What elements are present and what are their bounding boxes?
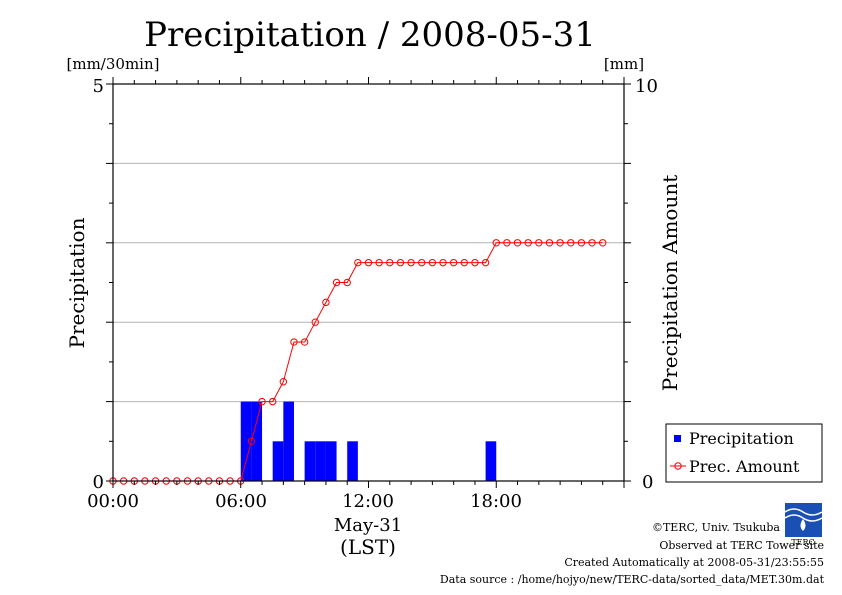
amount-point [492,239,500,247]
legend-box [665,423,823,483]
precipitation-bar [485,441,497,481]
amount-point [535,239,543,247]
x-tick-label-0000: 00:00 [87,491,139,512]
left-tick-label-max: 5 [93,76,104,97]
logo-text: TERC [791,538,814,547]
legend-precipitation-swatch [674,435,681,442]
precipitation-bars [240,401,497,481]
x-tick-label-1800: 18:00 [470,491,522,512]
precipitation-bar [347,441,358,481]
x-tick-label-0600: 06:00 [215,491,267,512]
precipitation-bar [325,441,337,481]
precipitation-bar [240,401,252,481]
right-tick-label-min: 0 [642,472,653,493]
amount-point [428,258,437,267]
amount-point [386,258,394,267]
amount-point [577,239,586,247]
left-axis-title: Precipitation [65,217,89,348]
amount-point [407,258,415,267]
right-tick-label-max: 10 [635,76,658,97]
legend-precipitation-label: Precipitation [689,429,794,448]
x-tick-label-1200: 12:00 [342,491,394,512]
amount-point [279,378,288,386]
amount-line-path [113,242,603,482]
precipitation-bar [272,441,284,481]
amount-point [545,239,554,247]
amount-point [588,239,596,247]
amount-point [599,239,607,247]
legend: Precipitation Prec. Amount [665,423,823,483]
amount-point [247,437,256,445]
legend-amount-marker [674,462,682,470]
right-unit-label: [mm] [604,55,644,73]
amount-point [439,258,447,267]
right-axis-title: Precipitation Amount [658,175,682,392]
left-unit-label: [mm/30min] [67,55,160,73]
footer-observed: Observed at TERC Tower site [659,539,824,552]
footer-created: Created Automatically at 2008-05-31/23:5… [564,556,824,569]
amount-point [481,258,490,267]
amount-point [471,258,479,267]
amount-point [354,258,362,267]
terc-logo: TERC [784,503,823,547]
amount-point [460,258,469,267]
precipitation-bar [304,441,316,481]
x-date-label: May-31 [334,515,402,536]
amount-point [567,239,575,247]
amount-point [290,338,298,346]
amount-point [300,338,309,346]
amount-point [268,397,277,406]
footer-copyright: ©TERC, Univ. Tsukuba [652,521,780,534]
footer-source: Data source : /home/hojyo/new/TERC-data/… [440,573,825,586]
plot-frame [112,83,625,482]
precipitation-bar [283,401,294,481]
amount-point [503,239,511,247]
amount-point [322,298,330,307]
amount-point [332,278,341,287]
legend-amount-label: Prec. Amount [689,457,800,476]
x-timezone-label: (LST) [340,535,396,559]
amount-point [311,318,319,326]
precipitation-bar [251,401,263,481]
amount-point [513,239,522,247]
amount-point [343,278,351,287]
amount-point [556,239,564,247]
amount-point [396,258,405,267]
amount-point [449,258,458,267]
amount-point [418,258,426,267]
grid-lines [113,162,624,403]
precipitation-bar [315,441,326,481]
amount-point [258,397,266,406]
amount-point [524,239,532,247]
amount-point [375,258,383,267]
axis-ticks [106,77,631,488]
left-tick-label-min: 0 [93,472,104,493]
chart-title: Precipitation / 2008-05-31 [144,15,596,55]
amount-point [364,258,373,267]
